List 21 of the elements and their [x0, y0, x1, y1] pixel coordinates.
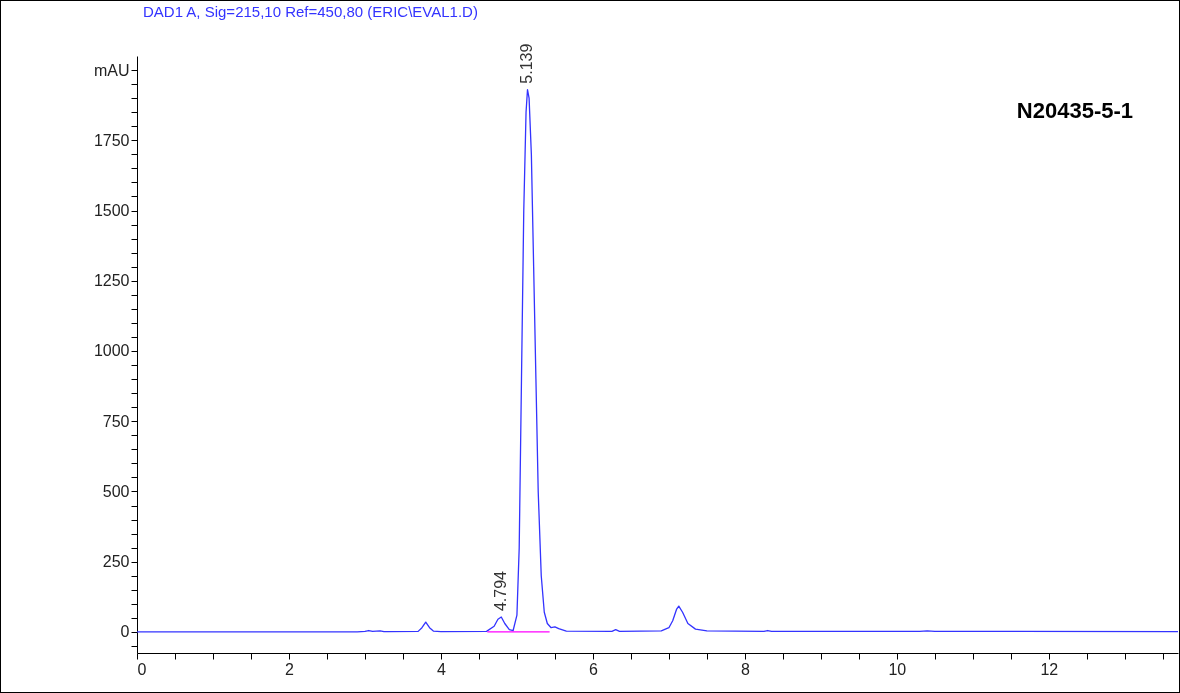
- line-series: [137, 89, 1178, 633]
- x-tick-label: 6: [588, 660, 598, 678]
- x-tick-label: 10: [888, 660, 907, 678]
- y-tick-label: 1500: [93, 202, 130, 220]
- annotation: 5.139: [518, 43, 536, 84]
- chart-title: DAD1 A, Sig=215,10 Ref=450,80 (ERIC\EVAL1.D): [143, 2, 478, 20]
- y-tick-label: 1250: [93, 272, 130, 290]
- x-tick-label: 2: [285, 660, 295, 678]
- y-tick-label: 750: [102, 412, 130, 430]
- y-tick-label: 1750: [93, 131, 130, 149]
- y-tick-label: 250: [102, 553, 130, 571]
- y-tick-label: 500: [102, 482, 130, 500]
- x-tick-label: 0: [137, 660, 147, 678]
- y-tick-label: mAU: [93, 61, 130, 79]
- x-tick-label: 4: [436, 660, 446, 678]
- annotation: 4.794: [492, 570, 510, 612]
- annotation: N20435-5-1: [1016, 98, 1133, 123]
- y-tick-label: 0: [120, 623, 130, 641]
- x-tick-label: 8: [740, 660, 750, 678]
- y-tick-label: 1000: [93, 342, 130, 360]
- x-tick-label: 12: [1040, 660, 1059, 678]
